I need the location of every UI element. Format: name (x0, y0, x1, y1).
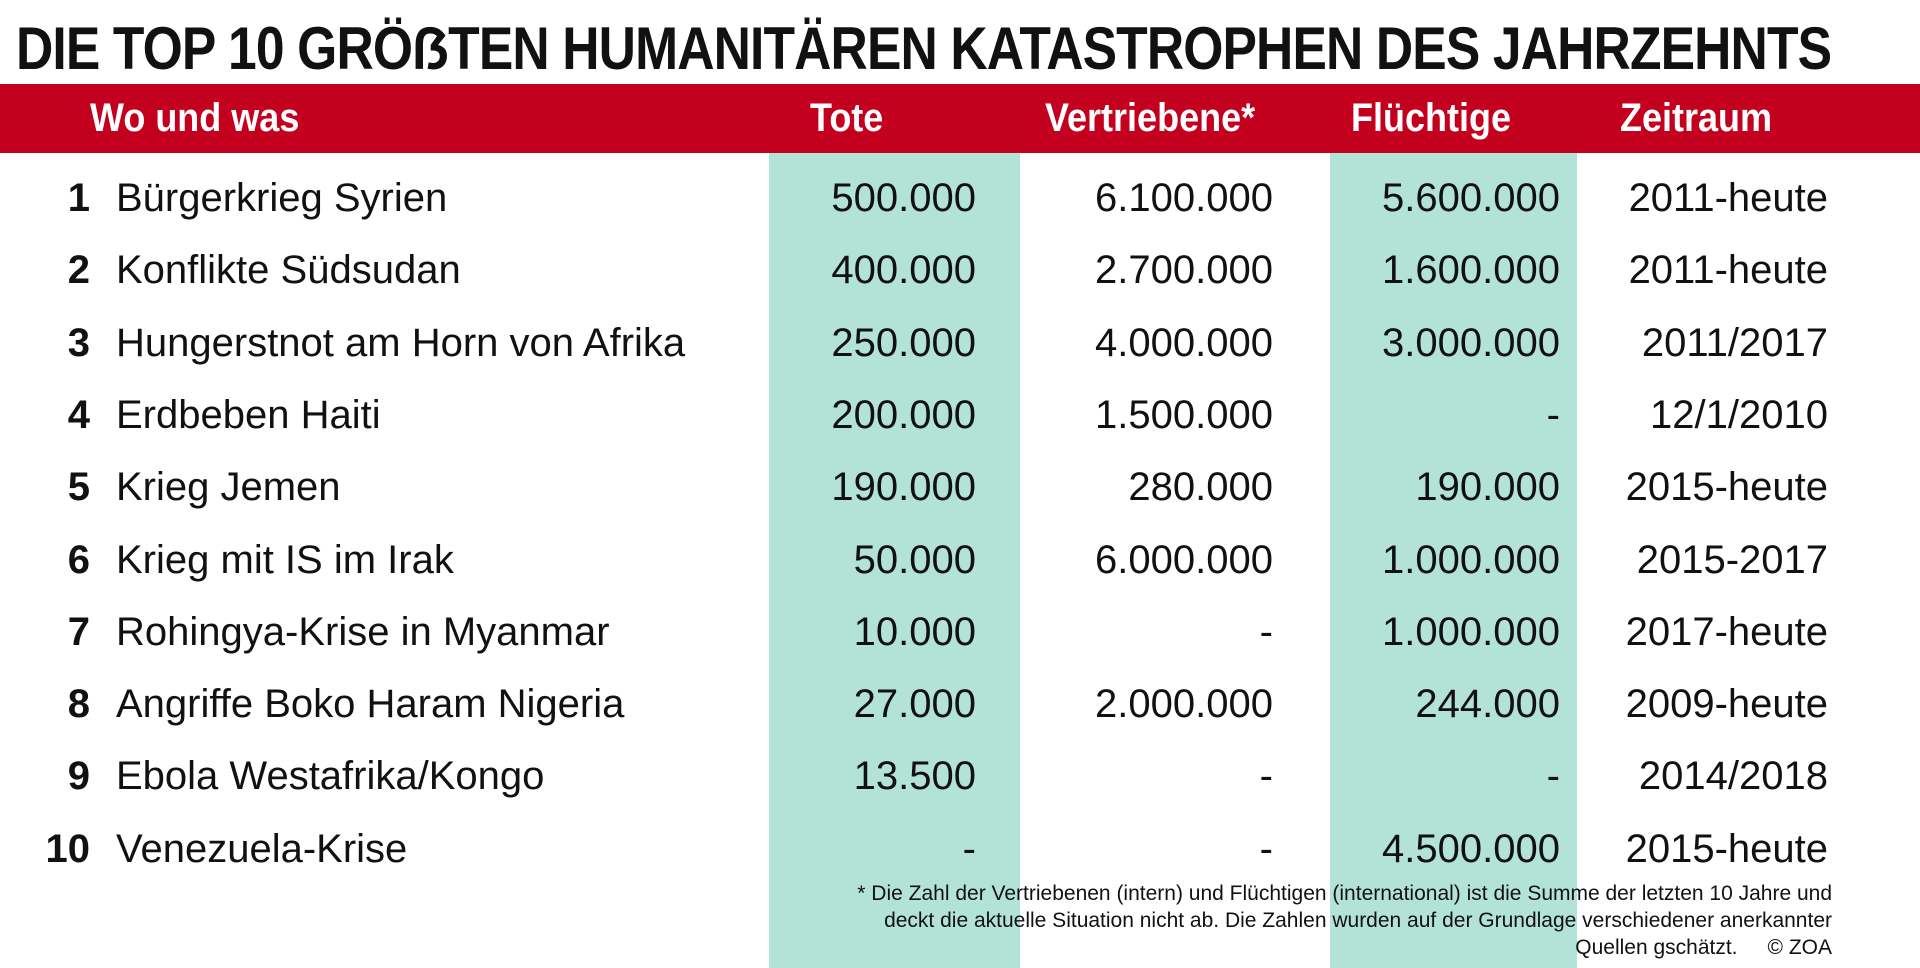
page-title: DIE TOP 10 GRÖẞTEN HUMANITÄREN KATASTROP… (16, 15, 1832, 82)
cell-fluechtige: 1.000.000 (1382, 609, 1560, 654)
cell-rank: 2 (67, 248, 90, 293)
cell-rank: 6 (67, 537, 90, 582)
cell-vertriebene: 6.100.000 (1095, 176, 1273, 220)
cell-name: Erdbeben Haiti (116, 392, 381, 437)
table-header: Wo und was Tote Vertriebene* Flüchtige Z… (0, 84, 1920, 153)
cell-vertriebene: 6.000.000 (1095, 537, 1273, 582)
cell-name: Venezuela-Krise (116, 826, 408, 871)
cell-fluechtige: 190.000 (1415, 465, 1560, 510)
cell-tote: 250.000 (831, 320, 976, 365)
cell-rank: 5 (67, 465, 90, 510)
header-fluechtige: Flüchtige (1351, 96, 1512, 140)
table-row: 4 Erdbeben Haiti 200.000 1.500.000 - 12/1/201… (0, 379, 1920, 451)
cell-vertriebene: 2.000.000 (1095, 682, 1273, 727)
cell-rank: 4 (67, 392, 90, 437)
cell-name: Krieg Jemen (116, 465, 341, 510)
table-row: 2 Konflikte Südsudan 400.000 2.700.000 1.600… (0, 234, 1920, 306)
cell-name: Konflikte Südsudan (116, 248, 461, 293)
cell-fluechtige: - (1546, 392, 1560, 437)
cell-name: Ebola Westafrika/Kongo (116, 754, 545, 799)
cell-vertriebene: 280.000 (1128, 465, 1273, 510)
cell-rank: 8 (67, 682, 90, 727)
tote-column-highlight (769, 153, 1020, 968)
table-row: 5 Krieg Jemen 190.000 280.000 190.000 2015-he… (0, 451, 1920, 523)
fluechtige-column-highlight (1330, 153, 1577, 968)
cell-fluechtige: 4.500.000 (1382, 826, 1560, 871)
cell-fluechtige: 5.600.000 (1382, 176, 1560, 220)
cell-fluechtige: - (1546, 754, 1560, 799)
cell-tote: 200.000 (831, 392, 976, 437)
cell-vertriebene: - (1259, 826, 1273, 871)
cell-name: Hungerstnot am Horn von Afrika (116, 320, 686, 365)
cell-vertriebene: - (1259, 754, 1273, 799)
cell-rank: 7 (67, 609, 90, 654)
cell-tote: 190.000 (831, 465, 976, 510)
header-tote: Tote (810, 96, 884, 140)
cell-tote: 50.000 (853, 537, 976, 582)
footnote-line: deckt die aktuelle Situation nicht ab. D… (884, 909, 1832, 932)
cell-vertriebene: 1.500.000 (1095, 392, 1273, 437)
cell-name: Bürgerkrieg Syrien (116, 176, 448, 220)
cell-zeitraum: 2014/2018 (1638, 754, 1828, 799)
cell-name: Krieg mit IS im Irak (116, 537, 454, 582)
cell-zeitraum: 2015-2017 (1636, 537, 1828, 582)
cell-zeitraum: 2015-heute (1625, 826, 1828, 871)
cell-fluechtige: 1.600.000 (1382, 248, 1560, 293)
cell-rank: 3 (67, 320, 90, 365)
cell-name: Angriffe Boko Haram Nigeria (116, 682, 625, 727)
cell-tote: 10.000 (853, 609, 976, 654)
cell-zeitraum: 2017-heute (1625, 609, 1828, 654)
table-row: 6 Krieg mit IS im Irak 50.000 6.000.000 1.00… (0, 524, 1920, 596)
copyright-credit: © ZOA (1767, 936, 1832, 959)
cell-zeitraum: 2011-heute (1628, 176, 1828, 220)
cell-zeitraum: 2011/2017 (1641, 320, 1828, 365)
table-row: 1 Bürgerkrieg Syrien 500.000 6.100.000 5.600… (0, 162, 1920, 234)
cell-tote: 13.500 (853, 754, 976, 799)
cell-tote: 500.000 (831, 176, 976, 220)
cell-fluechtige: 1.000.000 (1382, 537, 1560, 582)
cell-vertriebene: 2.700.000 (1095, 248, 1273, 293)
header-wo-und-was: Wo und was (90, 96, 300, 140)
table-row: 3 Hungerstnot am Horn von Afrika 250.000 4.… (0, 307, 1920, 379)
header-zeitraum: Zeitraum (1620, 96, 1773, 140)
cell-vertriebene: - (1259, 609, 1273, 654)
footnote: * Die Zahl der Vertriebenen (intern) und… (732, 880, 1832, 961)
footnote-line: Quellen gschätzt. (1575, 936, 1738, 959)
cell-zeitraum: 2009-heute (1625, 682, 1828, 727)
cell-rank: 10 (45, 826, 91, 871)
cell-name: Rohingya-Krise in Myanmar (116, 609, 610, 654)
cell-rank: 9 (67, 754, 90, 799)
cell-zeitraum: 2015-heute (1625, 465, 1828, 510)
header-vertriebene: Vertriebene* (1045, 96, 1256, 140)
cell-fluechtige: 244.000 (1415, 682, 1560, 727)
table-row: 7 Rohingya-Krise in Myanmar 10.000 - 1.000.0… (0, 596, 1920, 668)
cell-tote: - (962, 826, 976, 871)
cell-vertriebene: 4.000.000 (1095, 320, 1273, 365)
cell-zeitraum: 12/1/2010 (1650, 392, 1828, 437)
cell-zeitraum: 2011-heute (1628, 248, 1828, 293)
cell-rank: 1 (67, 176, 90, 220)
cell-tote: 400.000 (831, 248, 976, 293)
footnote-line: * Die Zahl der Vertriebenen (intern) und… (857, 882, 1832, 905)
cell-fluechtige: 3.000.000 (1382, 320, 1560, 365)
table-row: 10 Venezuela-Krise - - 4.500.000 2015-heute (0, 813, 1920, 885)
table-row: 9 Ebola Westafrika/Kongo 13.500 - - 2014/2018 (0, 740, 1920, 812)
cell-tote: 27.000 (853, 682, 976, 727)
table-row: 8 Angriffe Boko Haram Nigeria 27.000 2.000.… (0, 668, 1920, 740)
